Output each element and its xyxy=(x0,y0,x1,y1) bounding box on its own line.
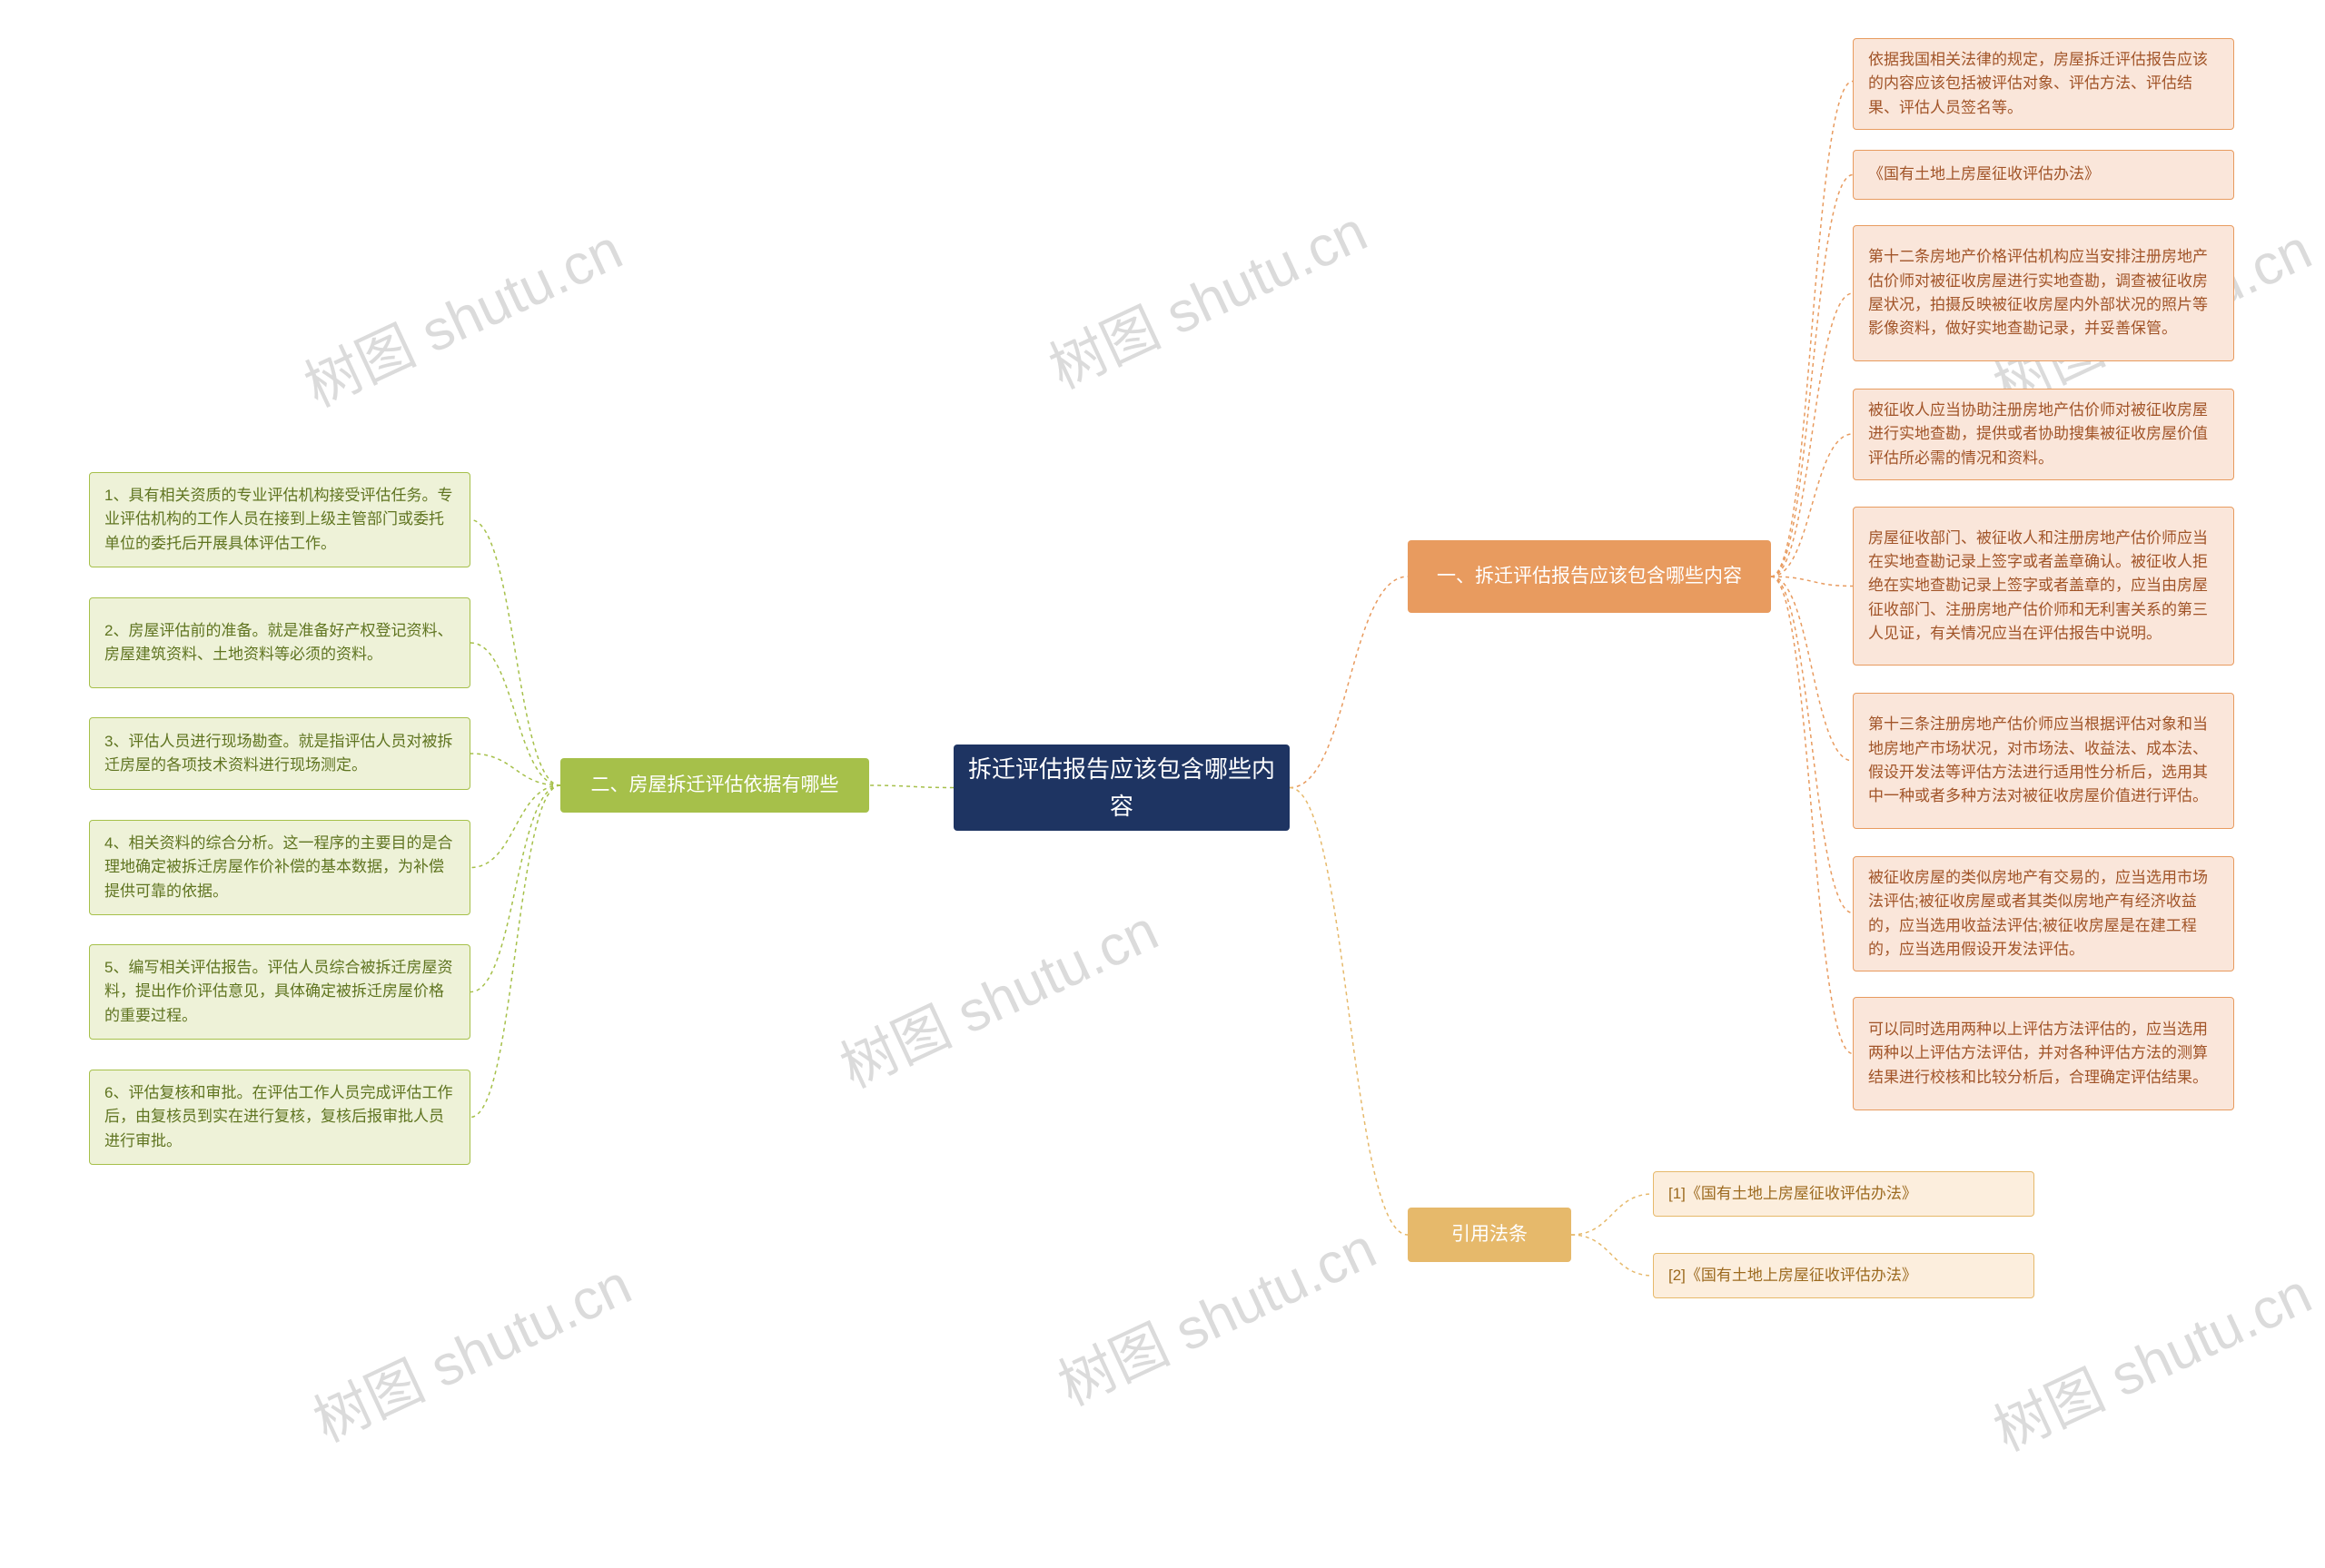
leaf-node: 被征收人应当协助注册房地产估价师对被征收房屋进行实地查勘，提供或者协助搜集被征收… xyxy=(1853,389,2234,480)
leaf-node: [1]《国有土地上房屋征收评估办法》 xyxy=(1653,1171,2034,1217)
leaf-node: 5、编写相关评估报告。评估人员综合被拆迁房屋资料，提出作价评估意见，具体确定被拆… xyxy=(89,944,470,1040)
leaf-node: 第十三条注册房地产估价师应当根据评估对象和当地房地产市场状况，对市场法、收益法、… xyxy=(1853,693,2234,829)
leaf-node: 第十二条房地产价格评估机构应当安排注册房地产估价师对被征收房屋进行实地查勘，调查… xyxy=(1853,225,2234,361)
center-node: 拆迁评估报告应该包含哪些内容 xyxy=(954,745,1290,831)
leaf-node: 1、具有相关资质的专业评估机构接受评估任务。专业评估机构的工作人员在接到上级主管… xyxy=(89,472,470,567)
watermark: 树图 shutu.cn xyxy=(826,885,1169,1103)
leaf-node: 《国有土地上房屋征收评估办法》 xyxy=(1853,150,2234,200)
watermark: 树图 shutu.cn xyxy=(299,1239,642,1457)
leaf-node: [2]《国有土地上房屋征收评估办法》 xyxy=(1653,1253,2034,1298)
watermark: 树图 shutu.cn xyxy=(290,204,633,422)
leaf-node: 可以同时选用两种以上评估方法评估的，应当选用两种以上评估方法评估，并对各种评估方… xyxy=(1853,997,2234,1110)
watermark: 树图 shutu.cn xyxy=(1034,186,1378,404)
leaf-node: 6、评估复核和审批。在评估工作人员完成评估工作后，由复核员到实在进行复核，复核后… xyxy=(89,1070,470,1165)
leaf-node: 被征收房屋的类似房地产有交易的，应当选用市场法评估;被征收房屋或者其类似房地产有… xyxy=(1853,856,2234,971)
leaf-node: 4、相关资料的综合分析。这一程序的主要目的是合理地确定被拆迁房屋作价补偿的基本数… xyxy=(89,820,470,915)
leaf-node: 房屋征收部门、被征收人和注册房地产估价师应当在实地查勘记录上签字或者盖章确认。被… xyxy=(1853,507,2234,666)
watermark: 树图 shutu.cn xyxy=(1044,1203,1387,1421)
leaf-node: 依据我国相关法律的规定，房屋拆迁评估报告应该的内容应该包括被评估对象、评估方法、… xyxy=(1853,38,2234,130)
branch-node: 二、房屋拆迁评估依据有哪些 xyxy=(560,758,869,813)
leaf-node: 3、评估人员进行现场勘查。就是指评估人员对被拆迁房屋的各项技术资料进行现场测定。 xyxy=(89,717,470,790)
branch-node: 一、拆迁评估报告应该包含哪些内容 xyxy=(1408,540,1771,613)
branch-node: 引用法条 xyxy=(1408,1208,1571,1262)
leaf-node: 2、房屋评估前的准备。就是准备好产权登记资料、房屋建筑资料、土地资料等必须的资料… xyxy=(89,597,470,688)
